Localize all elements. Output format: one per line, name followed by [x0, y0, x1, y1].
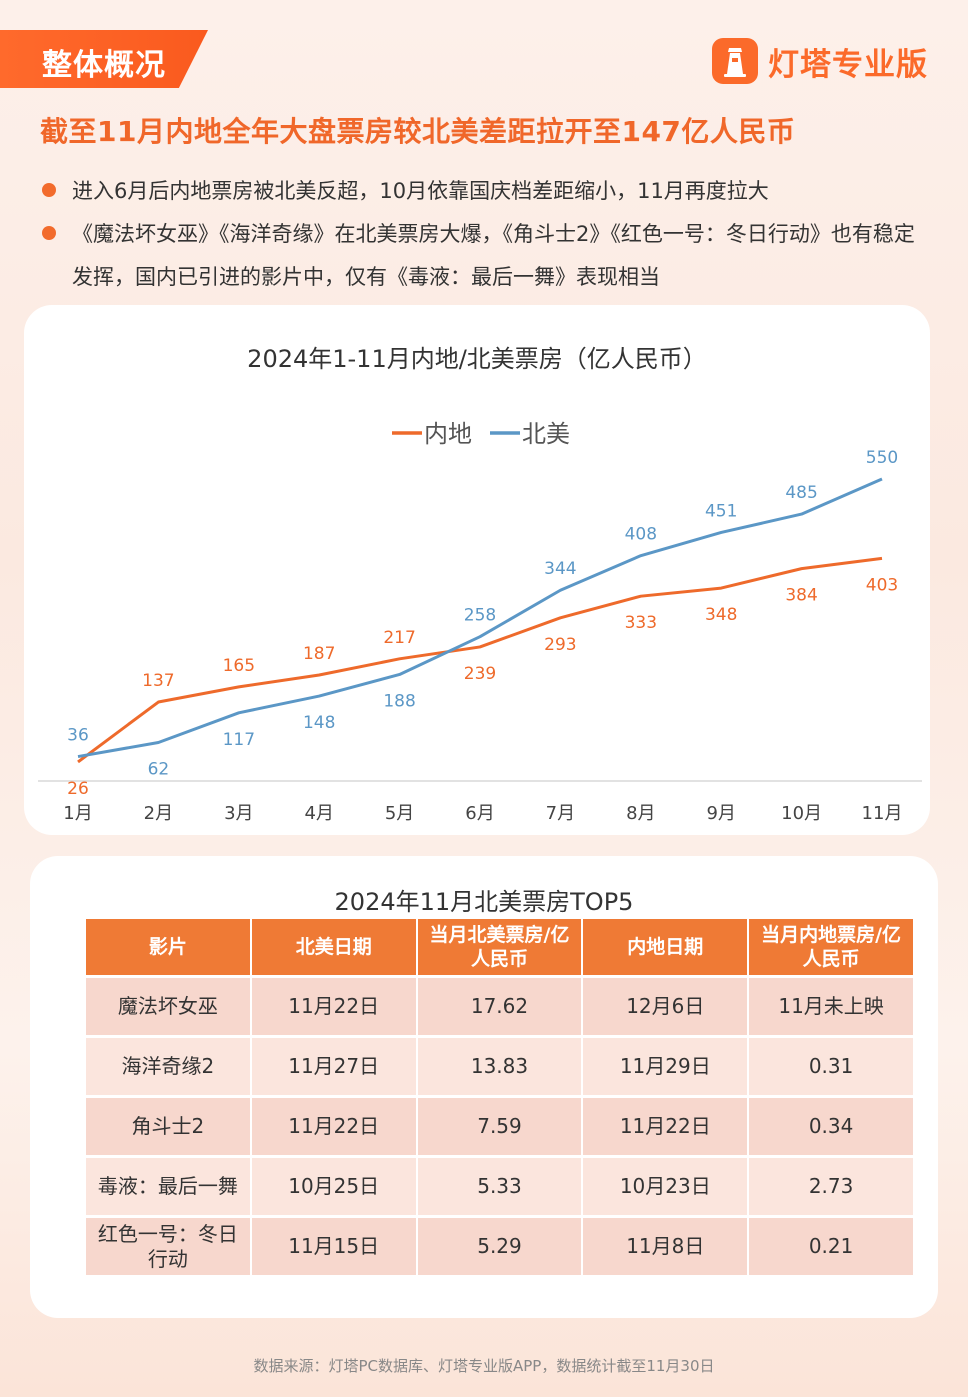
series-line-内地	[77, 556, 883, 764]
brand-logo: 灯塔专业版	[712, 38, 928, 84]
data-label: 550	[866, 448, 898, 468]
data-label: 239	[464, 664, 496, 684]
legend-label: 内地	[424, 420, 472, 448]
table-header-row: 影片 北美日期 当月北美票房/亿人民币 内地日期 当月内地票房/亿人民币	[86, 919, 913, 975]
table-row: 红色一号：冬日行动 11月15日 5.29 11月8日 0.21	[86, 1215, 913, 1275]
section-tag-label: 整体概况	[42, 48, 166, 83]
brand-name: 灯塔专业版	[768, 46, 928, 83]
data-label: 26	[67, 779, 89, 799]
table-cell: 角斗士2	[86, 1095, 250, 1155]
bullet-list: 进入6月后内地票房被北美反超，10月依靠国庆档差距缩小，11月再度拉大 《魔法坏…	[40, 170, 930, 299]
bullet-text: 《魔法坏女巫》《海洋奇缘》在北美票房大爆，《角斗士2》《红色一号：冬日行动》也有…	[72, 222, 915, 289]
column-header: 影片	[86, 919, 250, 975]
data-label: 293	[544, 635, 576, 655]
table-cell: 12月6日	[583, 975, 748, 1035]
table-row: 毒液：最后一舞 10月25日 5.33 10月23日 2.73	[86, 1155, 913, 1215]
x-tick-label: 6月	[465, 803, 494, 824]
table-cell: 11月22日	[251, 1095, 416, 1155]
data-label: 117	[223, 730, 255, 750]
data-label: 62	[148, 760, 170, 780]
chart-legend: 内地 北美	[392, 420, 570, 448]
table-cell: 11月22日	[583, 1095, 748, 1155]
data-label: 485	[785, 483, 817, 503]
table-cell: 10月23日	[583, 1155, 748, 1215]
table-cell: 5.29	[417, 1215, 582, 1275]
table-cell: 10月25日	[251, 1155, 416, 1215]
table-cell: 0.21	[749, 1215, 913, 1275]
data-label: 403	[866, 575, 898, 595]
table-cell: 11月未上映	[749, 975, 913, 1035]
x-tick-label: 10月	[781, 803, 822, 824]
bullet-text: 进入6月后内地票房被北美反超，10月依靠国庆档差距缩小，11月再度拉大	[72, 179, 769, 203]
table-cell: 5.33	[417, 1155, 582, 1215]
column-header: 当月内地票房/亿人民币	[749, 919, 913, 975]
x-tick-label: 1月	[63, 803, 92, 824]
lighthouse-icon	[712, 38, 758, 84]
x-tick-label: 5月	[385, 803, 414, 824]
table-cell: 红色一号：冬日行动	[86, 1215, 250, 1275]
section-tag: 整体概况	[0, 30, 208, 88]
headline: 截至11月内地全年大盘票房较北美差距拉开至147亿人民币	[40, 115, 796, 148]
table-title: 2024年11月北美票房TOP5	[334, 888, 634, 916]
column-header: 内地日期	[583, 919, 748, 975]
data-label: 188	[383, 691, 415, 711]
column-header: 北美日期	[251, 919, 416, 975]
table-cell: 2.73	[749, 1155, 913, 1215]
data-label: 408	[625, 525, 657, 545]
table-row: 海洋奇缘2 11月27日 13.83 11月29日 0.31	[86, 1035, 913, 1095]
table-cell: 11月15日	[251, 1215, 416, 1275]
data-label: 258	[464, 606, 496, 626]
data-label: 333	[625, 613, 657, 633]
x-tick-label: 7月	[546, 803, 575, 824]
x-tick-label: 4月	[304, 803, 333, 824]
table-cell: 魔法坏女巫	[86, 975, 250, 1035]
data-source-footer: 数据来源：灯塔PC数据库、灯塔专业版APP，数据统计截至11月30日	[253, 1357, 715, 1375]
x-tick-label: 8月	[626, 803, 655, 824]
series-line-北美	[77, 477, 883, 759]
table-cell: 17.62	[417, 975, 582, 1035]
data-label: 344	[544, 559, 576, 579]
data-label: 36	[67, 726, 89, 746]
table-cell: 11月8日	[583, 1215, 748, 1275]
data-label: 348	[705, 605, 737, 625]
table-row: 魔法坏女巫 11月22日 17.62 12月6日 11月未上映	[86, 975, 913, 1035]
bullet-item: 进入6月后内地票房被北美反超，10月依靠国庆档差距缩小，11月再度拉大	[40, 170, 930, 213]
data-label: 217	[383, 628, 415, 648]
top5-table: 影片 北美日期 当月北美票房/亿人民币 内地日期 当月内地票房/亿人民币 魔法坏…	[84, 919, 915, 1275]
legend-label: 北美	[522, 420, 570, 448]
bullet-dot-icon	[42, 226, 56, 240]
chart-card: 2024年1-11月内地/北美票房（亿人民币） 内地 北美 26 137 165 187…	[24, 305, 930, 835]
column-header: 当月北美票房/亿人民币	[417, 919, 582, 975]
x-tick-label: 11月	[862, 803, 903, 824]
chart-title: 2024年1-11月内地/北美票房（亿人民币）	[247, 345, 707, 373]
x-tick-label: 2月	[144, 803, 173, 824]
table-card: 2024年11月北美票房TOP5 影片 北美日期 当月北美票房/亿人民币 内地日…	[30, 856, 938, 1318]
data-label: 137	[142, 671, 174, 691]
line-chart: 2024年1-11月内地/北美票房（亿人民币） 内地 北美 26 137 165 187…	[38, 345, 922, 824]
table-cell: 毒液：最后一舞	[86, 1155, 250, 1215]
table-cell: 0.31	[749, 1035, 913, 1095]
bullet-dot-icon	[42, 183, 56, 197]
table-cell: 7.59	[417, 1095, 582, 1155]
table-cell: 11月22日	[251, 975, 416, 1035]
data-label: 148	[303, 713, 335, 733]
data-label: 384	[785, 586, 817, 606]
bullet-item: 《魔法坏女巫》《海洋奇缘》在北美票房大爆，《角斗士2》《红色一号：冬日行动》也有…	[40, 213, 930, 299]
table-cell: 11月29日	[583, 1035, 748, 1095]
x-tick-label: 9月	[706, 803, 735, 824]
data-label: 165	[223, 656, 255, 676]
table-cell: 0.34	[749, 1095, 913, 1155]
table-cell: 13.83	[417, 1035, 582, 1095]
table-cell: 11月27日	[251, 1035, 416, 1095]
x-tick-label: 3月	[224, 803, 253, 824]
table-row: 角斗士2 11月22日 7.59 11月22日 0.34	[86, 1095, 913, 1155]
table-cell: 海洋奇缘2	[86, 1035, 250, 1095]
data-label: 451	[705, 501, 737, 521]
data-label: 187	[303, 644, 335, 664]
